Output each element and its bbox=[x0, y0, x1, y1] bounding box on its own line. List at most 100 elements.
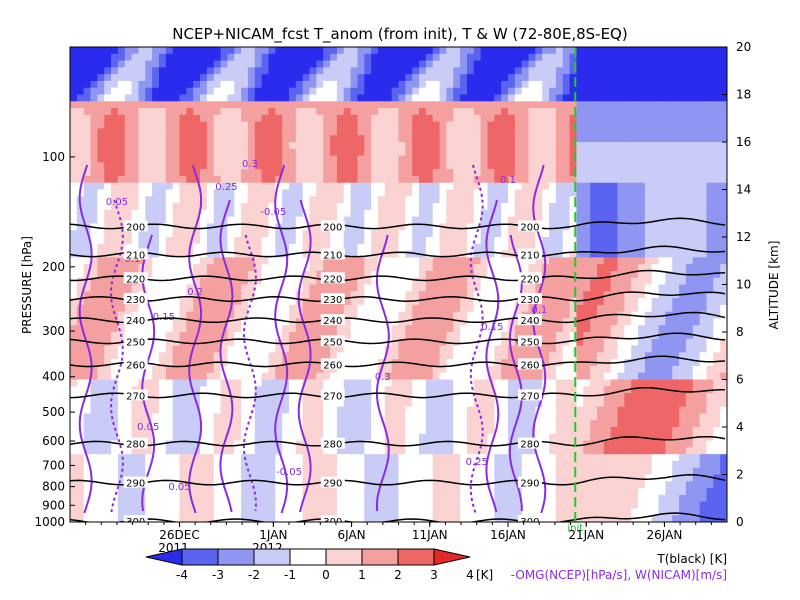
anomaly-cell bbox=[227, 182, 235, 191]
anomaly-cell bbox=[323, 230, 331, 238]
anomaly-cell bbox=[323, 284, 331, 292]
anomaly-cell bbox=[549, 440, 557, 448]
anomaly-cell bbox=[412, 325, 420, 333]
anomaly-cell bbox=[453, 427, 461, 435]
anomaly-cell bbox=[487, 494, 495, 503]
anomaly-cell bbox=[90, 447, 98, 455]
anomaly-cell bbox=[473, 488, 482, 496]
anomaly-cell bbox=[295, 135, 304, 143]
anomaly-cell bbox=[234, 155, 242, 163]
anomaly-cell bbox=[494, 209, 502, 218]
anomaly-cell bbox=[528, 196, 536, 204]
anomaly-cell bbox=[83, 223, 92, 231]
anomaly-cell bbox=[138, 108, 146, 116]
anomaly-cell bbox=[172, 386, 181, 394]
anomaly-cell bbox=[398, 352, 406, 360]
anomaly-cell bbox=[104, 474, 112, 482]
anomaly-cell bbox=[145, 440, 153, 448]
anomaly-cell bbox=[97, 47, 105, 55]
anomaly-cell bbox=[282, 345, 290, 353]
anomaly-cell bbox=[316, 182, 324, 191]
anomaly-cell bbox=[350, 284, 359, 292]
anomaly-cell bbox=[165, 345, 174, 353]
anomaly-cell bbox=[425, 427, 434, 435]
anomaly-cell bbox=[377, 47, 386, 55]
anomaly-cell bbox=[330, 460, 338, 469]
anomaly-cell bbox=[398, 196, 406, 204]
anomaly-cell bbox=[371, 223, 379, 231]
anomaly-cell bbox=[555, 87, 564, 96]
anomaly-cell bbox=[76, 325, 85, 333]
anomaly-cell bbox=[247, 216, 256, 225]
anomaly-cell bbox=[542, 47, 550, 55]
anomaly-cell bbox=[350, 175, 359, 184]
anomaly-cell bbox=[460, 508, 468, 516]
anomaly-cell bbox=[391, 230, 400, 238]
anomaly-cell bbox=[371, 257, 379, 265]
anomaly-cell bbox=[336, 121, 345, 130]
anomaly-cell bbox=[549, 393, 557, 401]
anomaly-cell bbox=[508, 108, 516, 116]
anomaly-cell bbox=[97, 80, 105, 89]
anomaly-cell bbox=[480, 223, 489, 231]
anomaly-cell bbox=[261, 155, 270, 163]
anomaly-cell bbox=[480, 427, 489, 435]
anomaly-cell bbox=[555, 216, 564, 225]
anomaly-cell bbox=[295, 488, 304, 496]
anomaly-cell bbox=[275, 94, 283, 102]
anomaly-cell bbox=[487, 365, 495, 374]
anomaly-cell bbox=[254, 318, 263, 326]
anomaly-cell bbox=[473, 427, 482, 435]
anomaly-cell bbox=[542, 74, 550, 82]
anomaly-cell bbox=[186, 196, 194, 204]
anomaly-cell bbox=[446, 223, 454, 231]
anomaly-cell bbox=[124, 67, 133, 75]
anomaly-cell bbox=[364, 209, 372, 218]
anomaly-cell bbox=[412, 169, 420, 177]
anomaly-cell bbox=[357, 291, 365, 299]
anomaly-cell bbox=[316, 406, 324, 415]
anomaly-cell bbox=[172, 311, 181, 320]
anomaly-cell bbox=[480, 148, 489, 157]
anomaly-cell bbox=[268, 325, 276, 333]
anomaly-cell bbox=[466, 216, 475, 225]
anomaly-cell bbox=[316, 121, 324, 130]
anomaly-cell bbox=[487, 270, 495, 279]
anomaly-cell bbox=[398, 488, 406, 496]
anomaly-cell bbox=[419, 399, 427, 408]
anomaly-cell bbox=[289, 501, 297, 510]
anomaly-cell bbox=[193, 474, 201, 482]
anomaly-cell bbox=[200, 501, 208, 510]
anomaly-cell bbox=[247, 264, 256, 272]
anomaly-cell bbox=[247, 148, 256, 157]
anomaly-cell bbox=[275, 508, 283, 516]
anomaly-cell bbox=[234, 460, 242, 469]
anomaly-cell bbox=[90, 237, 98, 245]
anomaly-cell bbox=[90, 460, 98, 469]
anomaly-cell bbox=[295, 454, 304, 462]
anomaly-cell bbox=[200, 406, 208, 415]
anomaly-cell bbox=[234, 406, 242, 415]
anomaly-cell bbox=[76, 399, 85, 408]
anomaly-cell bbox=[302, 454, 311, 462]
anomaly-cell bbox=[241, 243, 249, 252]
anomaly-cell bbox=[384, 189, 393, 197]
anomaly-cell bbox=[124, 155, 133, 163]
anomaly-cell bbox=[384, 372, 393, 381]
anomaly-cell bbox=[76, 101, 85, 109]
anomaly-cell bbox=[432, 298, 441, 306]
anomaly-cell bbox=[466, 47, 475, 55]
anomaly-cell bbox=[439, 114, 447, 123]
anomaly-cell bbox=[316, 447, 324, 455]
anomaly-cell bbox=[343, 230, 352, 238]
anomaly-cell bbox=[535, 372, 543, 381]
anomaly-cell bbox=[90, 148, 98, 157]
anomaly-cell bbox=[247, 175, 256, 184]
anomaly-cell bbox=[336, 196, 345, 204]
anomaly-cell bbox=[432, 440, 441, 448]
anomaly-cell bbox=[200, 189, 208, 197]
anomaly-cell bbox=[289, 270, 297, 279]
anomaly-cell bbox=[234, 481, 242, 489]
anomaly-cell bbox=[508, 406, 516, 415]
anomaly-cell bbox=[514, 121, 523, 130]
